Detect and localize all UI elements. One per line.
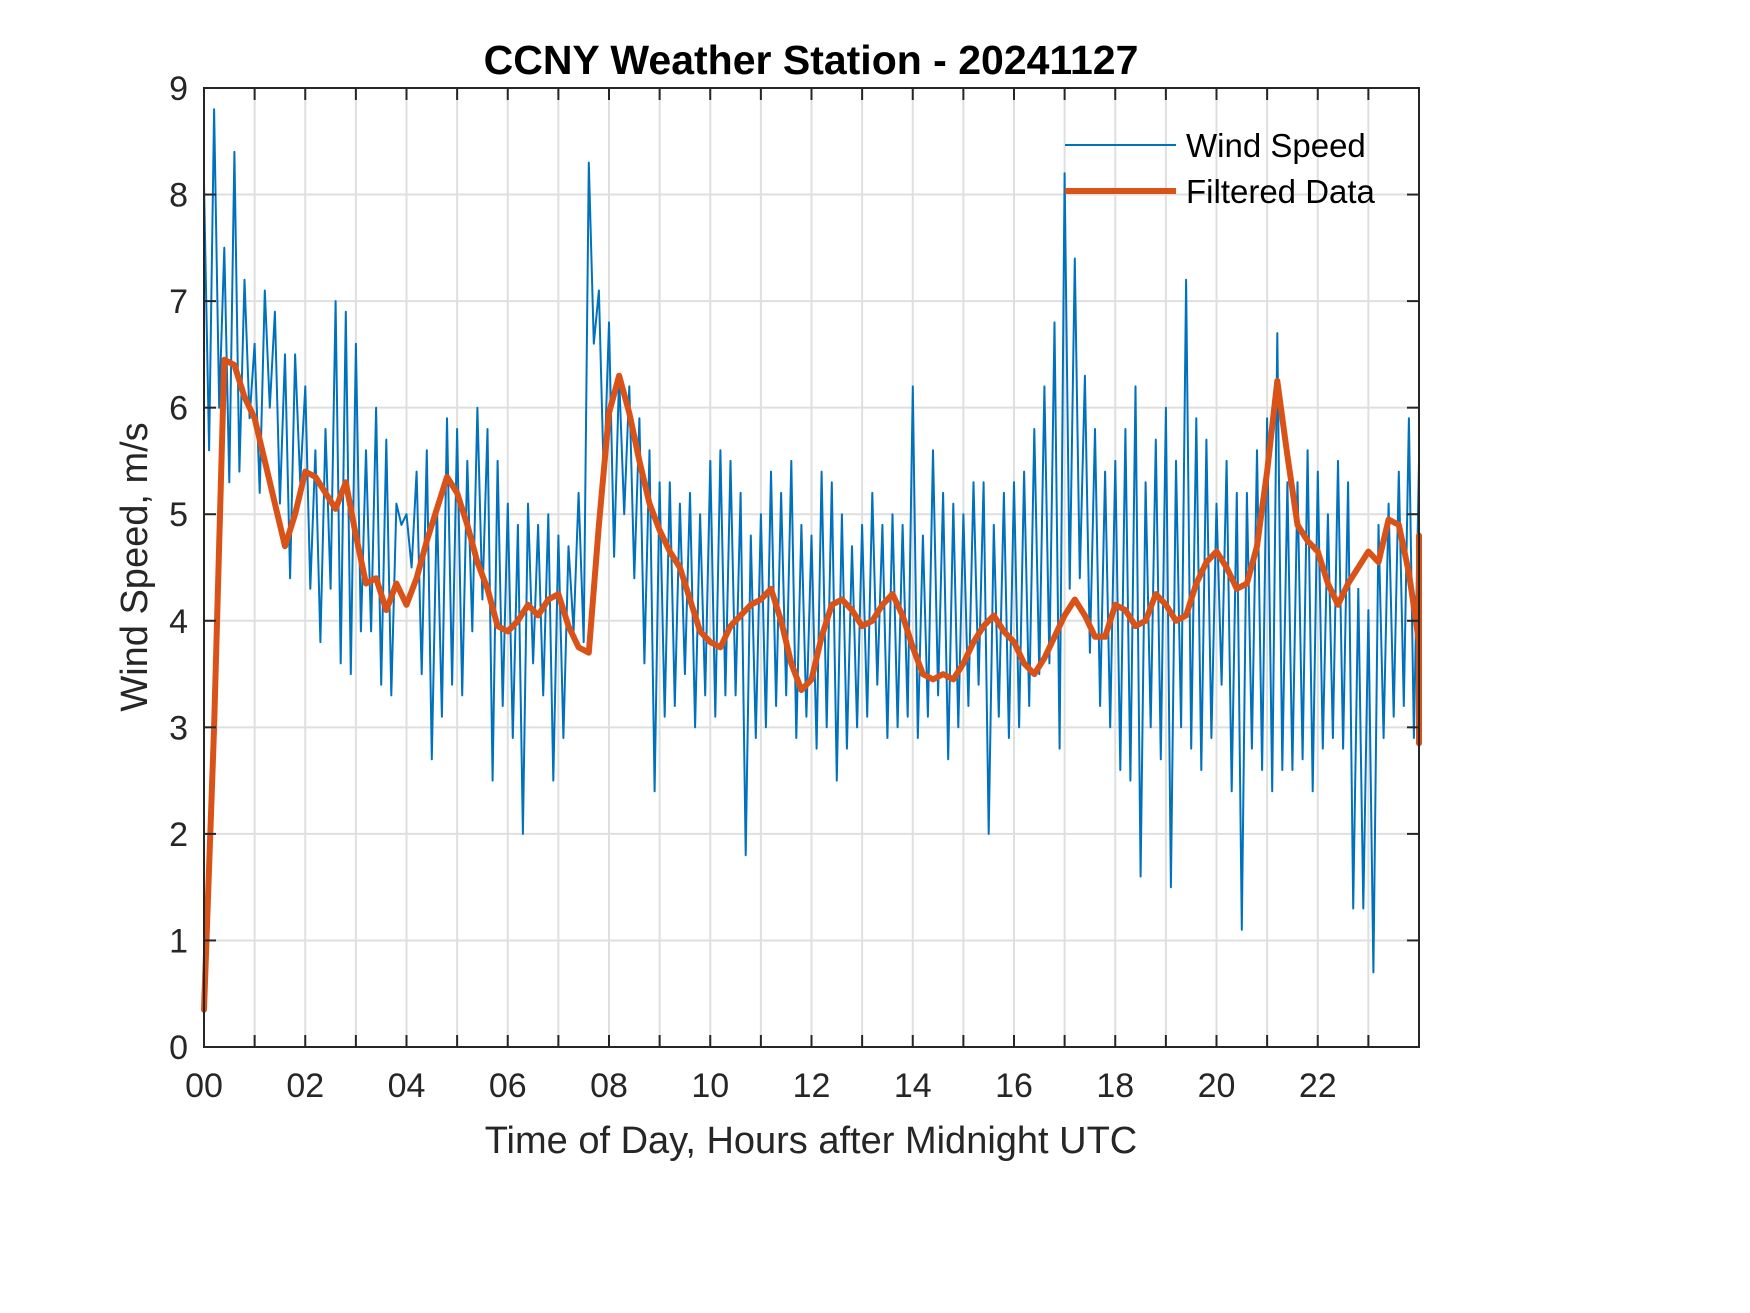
x-tick-label: 12	[793, 1067, 831, 1105]
y-tick-label: 0	[169, 1029, 188, 1067]
series-wind-speed-line	[203, 108, 1420, 974]
x-tick-label: 10	[691, 1067, 729, 1105]
x-tick-labels: 00 02 04 06 08 10 12 14 16 18 20 22	[185, 1067, 1337, 1105]
grid	[204, 88, 1419, 1047]
y-tick-label: 3	[169, 709, 188, 747]
legend-label-filtered-data: Filtered Data	[1186, 173, 1376, 210]
y-tick-label: 6	[169, 390, 188, 428]
x-tick-label: 02	[286, 1067, 324, 1105]
x-axis-label: Time of Day, Hours after Midnight UTC	[485, 1120, 1138, 1162]
x-tick-label: 14	[894, 1067, 932, 1105]
y-tick-label: 4	[169, 603, 188, 641]
y-tick-label: 8	[169, 177, 188, 215]
x-tick-label: 04	[388, 1067, 426, 1105]
ticks	[204, 87, 1419, 1048]
x-tick-label: 16	[995, 1067, 1033, 1105]
chart-title: CCNY Weather Station - 20241127	[484, 37, 1139, 83]
y-tick-label: 1	[169, 922, 188, 960]
y-axis-label: Wind Speed, m/s	[114, 422, 156, 711]
x-tick-label: 20	[1198, 1067, 1236, 1105]
legend-label-wind-speed: Wind Speed	[1186, 127, 1366, 164]
x-tick-label: 18	[1096, 1067, 1134, 1105]
x-tick-label: 06	[489, 1067, 527, 1105]
legend: Wind Speed Filtered Data	[1065, 127, 1376, 210]
y-tick-label: 5	[169, 496, 188, 534]
y-tick-label: 2	[169, 816, 188, 854]
y-tick-labels: 0 1 2 3 4 5 6 7 8 9	[169, 70, 188, 1067]
y-tick-label: 9	[169, 70, 188, 108]
x-tick-label: 08	[590, 1067, 628, 1105]
x-tick-label: 22	[1299, 1067, 1337, 1105]
x-tick-label: 00	[185, 1067, 223, 1105]
y-tick-label: 7	[169, 283, 188, 321]
